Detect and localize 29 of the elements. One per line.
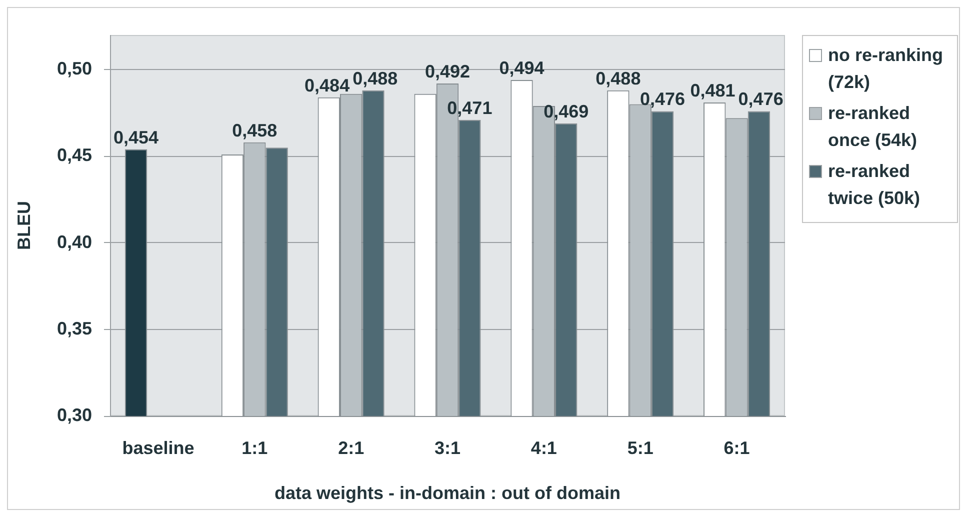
y-tick-label: 0,45 xyxy=(56,145,92,166)
legend-label: re-ranked twice (50k) xyxy=(828,160,922,210)
y-tick-label: 0,30 xyxy=(56,404,92,425)
x-tick-label: 2:1 xyxy=(338,438,364,458)
legend-label: no re-ranking (72k) xyxy=(828,44,944,94)
data-label: 0,488 xyxy=(352,68,398,88)
data-label: 0,476 xyxy=(640,89,686,110)
data-label: 0,492 xyxy=(424,61,470,82)
x-tick-label: 4:1 xyxy=(530,438,557,458)
data-label: 0,481 xyxy=(690,80,736,101)
y-tick-label: 0,40 xyxy=(56,232,92,252)
data-label: 0,454 xyxy=(114,127,159,148)
x-tick-label: baseline xyxy=(122,438,194,458)
x-tick-label: 6:1 xyxy=(724,438,750,458)
y-axis-title: BLEU xyxy=(14,201,34,250)
y-tick-label: 0,35 xyxy=(56,318,92,338)
data-label: 0,458 xyxy=(232,120,278,140)
data-label: 0,471 xyxy=(447,98,492,118)
data-label: 0,488 xyxy=(596,68,641,88)
data-label: 0,476 xyxy=(738,89,784,110)
data-label: 0,494 xyxy=(499,58,544,78)
data-label: 0,484 xyxy=(304,75,350,96)
x-tick-label: 3:1 xyxy=(434,438,461,458)
x-axis-title: data weights - in-domain : out of domain xyxy=(274,483,620,504)
data-label: 0,469 xyxy=(544,101,589,122)
x-tick-label: 1:1 xyxy=(242,438,268,458)
y-tick-label: 0,50 xyxy=(56,58,92,79)
legend-label: re-ranked once (54k) xyxy=(828,102,918,152)
x-tick-label: 5:1 xyxy=(627,438,654,458)
